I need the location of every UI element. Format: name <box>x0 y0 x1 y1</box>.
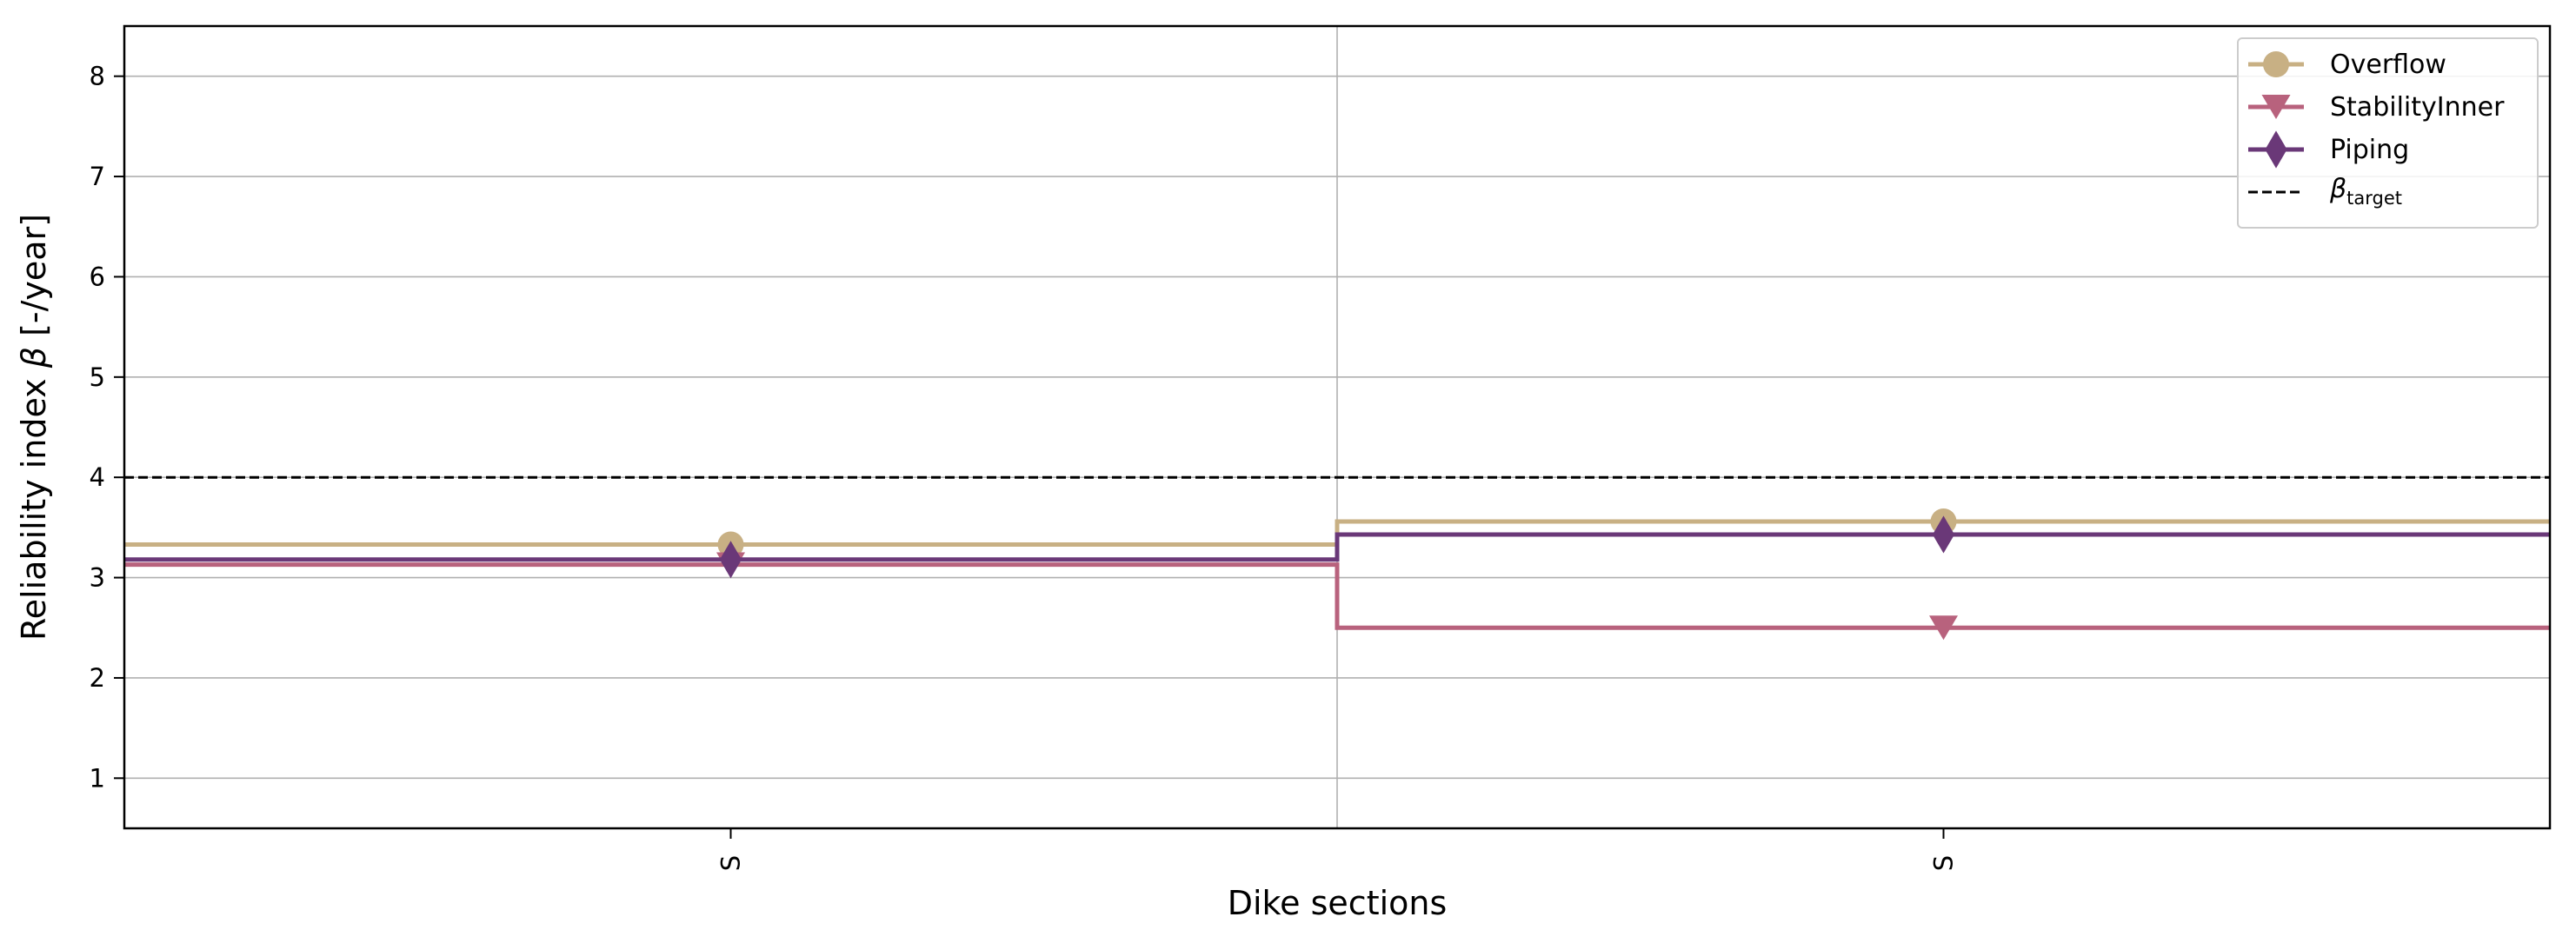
y-tick-label: 8 <box>90 62 105 91</box>
marker-circle <box>2263 51 2289 77</box>
y-tick-label: 5 <box>90 362 105 392</box>
legend-item: StabilityInner <box>2248 92 2505 123</box>
marker-diamond <box>719 541 742 579</box>
y-tick-label: 1 <box>90 763 105 793</box>
legend: Overflow StabilityInner Piping βtarget <box>2237 37 2539 229</box>
series-Piping <box>124 515 2550 579</box>
y-axis-label: Reliability index β [-/year] <box>15 214 53 641</box>
plot-frame <box>123 24 2552 830</box>
legend-item: Piping <box>2248 130 2409 169</box>
series-line <box>124 562 2550 630</box>
legend-label: Overflow <box>2330 50 2446 80</box>
legend-label: StabilityInner <box>2330 92 2505 123</box>
y-tick-label: 2 <box>90 663 105 693</box>
y-axis-label-main: Reliability index <box>15 368 53 641</box>
series-line <box>124 532 2550 562</box>
x-tick-label: S <box>1929 855 1959 871</box>
y-tick-label: 3 <box>90 563 105 593</box>
marker-triangle-down <box>2261 94 2291 120</box>
legend-label: Piping <box>2330 135 2409 165</box>
grid <box>124 26 2550 828</box>
marker-diamond <box>1932 515 1955 554</box>
y-axis-label-symbol: β <box>15 347 53 369</box>
marker-triangle-down <box>1929 615 1958 641</box>
legend-label-symbol: β <box>2329 174 2346 204</box>
y-tick-label: 7 <box>90 162 105 191</box>
y-axis-label-unit: [-/year] <box>15 214 53 347</box>
y-ticks: 1 2 3 4 5 6 7 8 <box>90 62 124 793</box>
series-StabilityInner <box>124 552 2550 641</box>
y-tick-label: 6 <box>90 262 105 291</box>
series-layer <box>124 475 2550 641</box>
legend-item: βtarget <box>2248 174 2402 209</box>
legend-item: Overflow <box>2248 50 2446 80</box>
legend-box <box>2237 37 2539 229</box>
marker-diamond <box>2265 130 2287 169</box>
x-tick-label: S <box>716 855 746 871</box>
x-axis-label: Dike sections <box>1228 884 1448 922</box>
y-tick-label: 4 <box>90 462 105 492</box>
legend-label: βtarget <box>2329 174 2402 209</box>
legend-label-subscript: target <box>2346 188 2402 209</box>
